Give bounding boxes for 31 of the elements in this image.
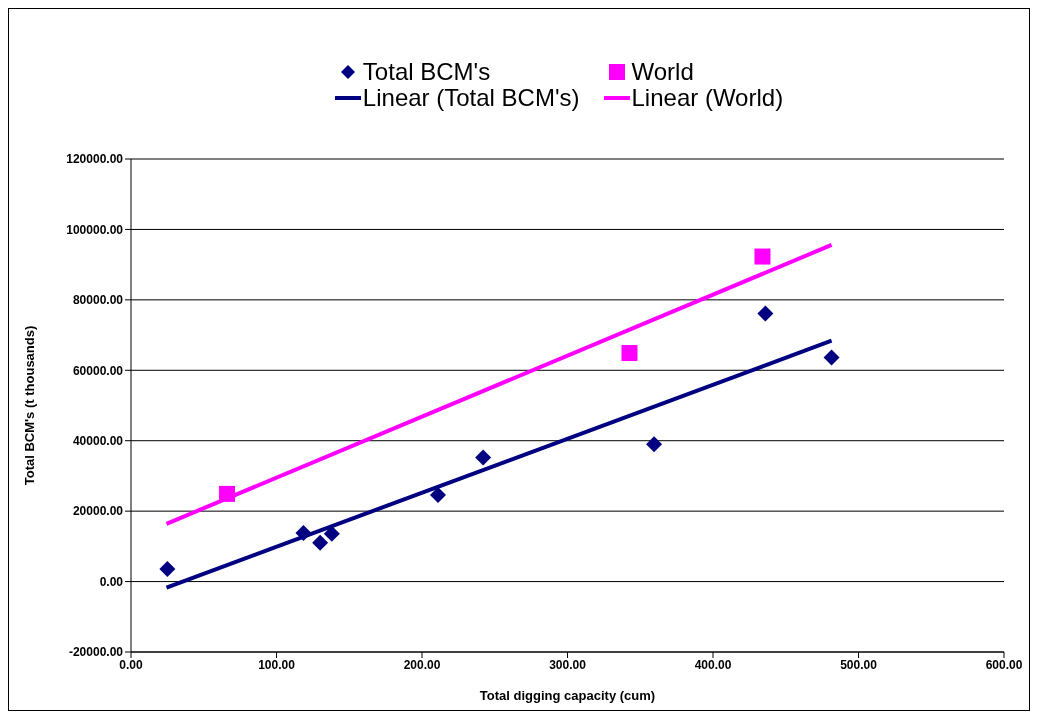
y-tick-label: 0.00 <box>99 574 124 589</box>
point <box>757 305 774 322</box>
point <box>312 534 329 551</box>
point <box>621 345 638 362</box>
y-tick-label: 60000.00 <box>72 363 124 378</box>
y-tick-label: 80000.00 <box>72 293 124 308</box>
x-tick-label: 400.00 <box>694 657 732 672</box>
point <box>159 560 176 577</box>
point <box>475 449 492 466</box>
legend-label: Total BCM's <box>362 58 491 85</box>
y-tick-label: 40000.00 <box>72 433 124 448</box>
legend-label: World <box>631 58 694 85</box>
y-axis-title: Total BCM's (t thousands) <box>21 325 37 486</box>
x-tick-label: 300.00 <box>549 657 587 672</box>
x-tick-label: 0.00 <box>119 657 143 672</box>
legend-label: Linear (Total BCM's) <box>362 84 580 111</box>
legend-label: Linear (World) <box>631 84 784 111</box>
x-tick-label: 200.00 <box>403 657 441 672</box>
x-tick-label: 500.00 <box>840 657 878 672</box>
point <box>754 248 771 265</box>
x-tick-label: 600.00 <box>985 657 1023 672</box>
point <box>430 486 447 503</box>
y-tick-label: 20000.00 <box>72 504 124 519</box>
point <box>323 525 340 542</box>
y-tick-label: 120000.00 <box>66 152 124 167</box>
x-tick-label: 100.00 <box>258 657 296 672</box>
point <box>823 349 840 366</box>
y-tick-label: -20000.00 <box>68 645 124 660</box>
point <box>646 436 663 453</box>
x-axis-title: Total digging capacity (cum) <box>479 688 656 703</box>
y-tick-label: 100000.00 <box>66 222 124 237</box>
